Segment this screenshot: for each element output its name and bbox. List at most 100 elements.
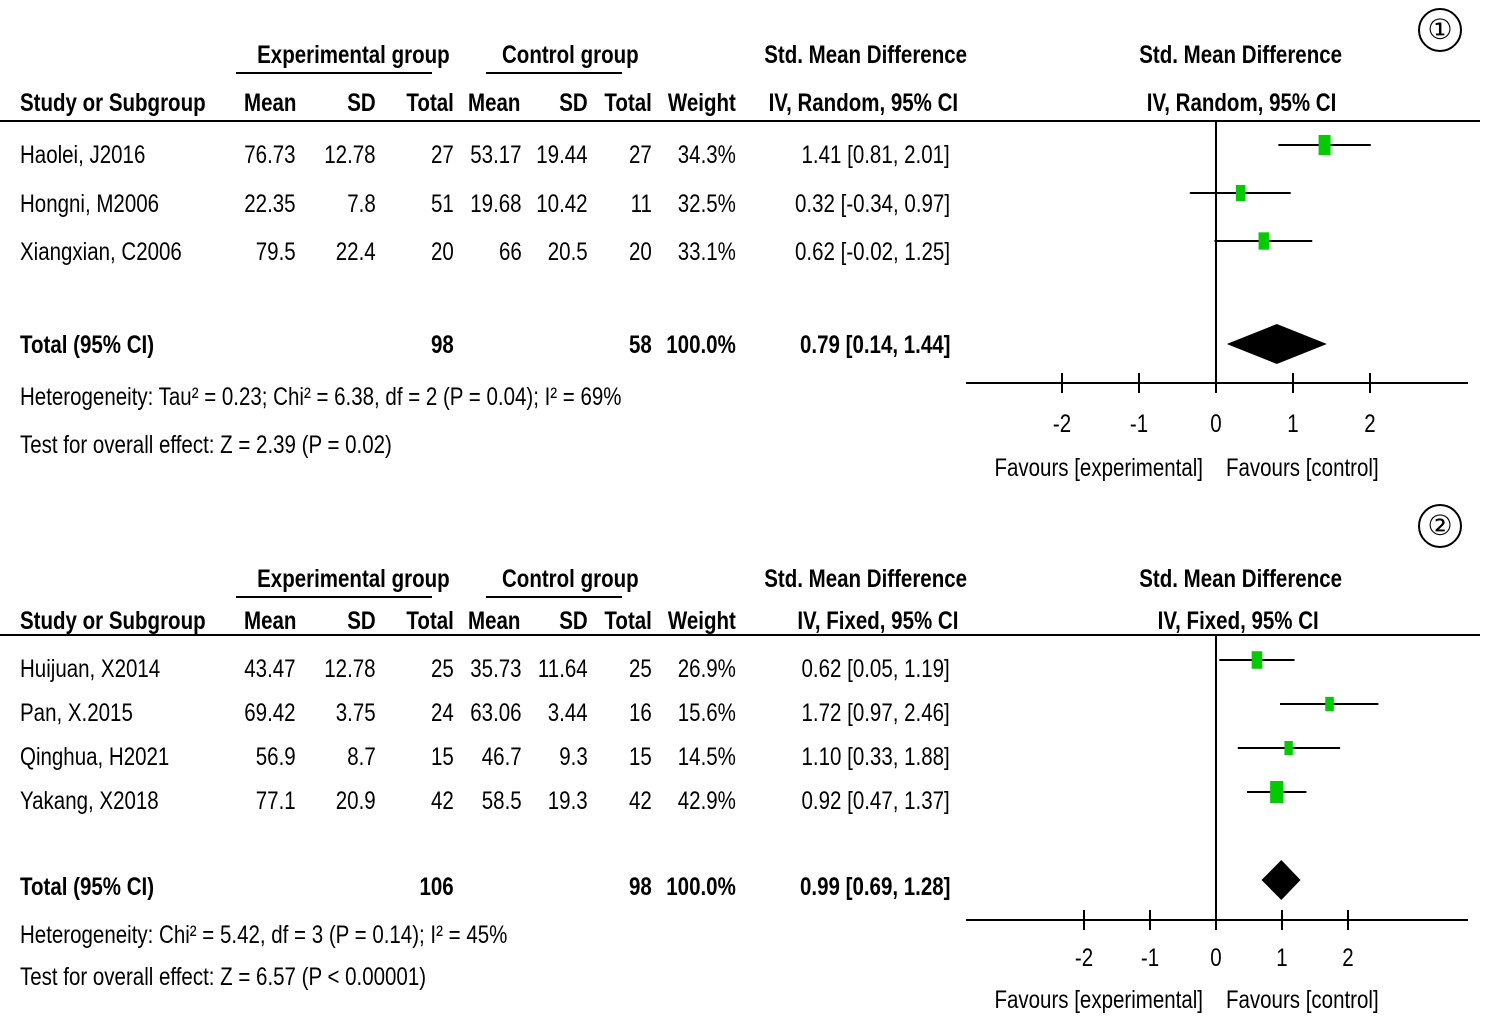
exp-sd: 3.75	[336, 699, 376, 727]
total-ctl: 98	[629, 873, 652, 901]
control-group-header: Control group	[501, 565, 639, 593]
exp-mean: 56.9	[256, 743, 296, 771]
study-name: Haolei, J2016	[20, 141, 146, 169]
plot-group-header: Std. Mean Difference	[1139, 565, 1343, 593]
x-tick-label: -1	[1130, 409, 1148, 437]
total-ci-value: 0.99 [0.69, 1.28]	[799, 873, 950, 901]
column-header-weight: Weight	[668, 89, 736, 117]
weight: 14.5%	[677, 743, 736, 771]
forest-plot-1: -2 -1 0 1 2 Favours [experimental] Favours [co…	[966, 120, 1468, 481]
column-header-weight: Weight	[668, 607, 736, 635]
ctl-mean: 58.5	[482, 787, 522, 815]
effect-size-marker	[1258, 232, 1269, 250]
weight: 26.9%	[677, 655, 736, 683]
total-exp: 106	[419, 873, 454, 901]
ctl-total: 16	[629, 699, 652, 727]
column-header-ctl-sd: SD	[559, 607, 588, 635]
experimental-group-header: Experimental group	[257, 41, 450, 69]
exp-mean: 22.35	[244, 190, 296, 218]
ctl-total: 15	[629, 743, 652, 771]
exp-mean: 79.5	[256, 238, 296, 266]
exp-sd: 8.7	[347, 743, 376, 771]
exp-total: 20	[431, 238, 454, 266]
exp-sd: 12.78	[324, 655, 376, 683]
study-name: Xiangxian, C2006	[20, 238, 182, 266]
column-header-study: Study or Subgroup	[20, 607, 206, 635]
study-name: Hongni, M2006	[20, 190, 160, 218]
exp-total: 51	[431, 190, 454, 218]
x-tick-label: -2	[1053, 409, 1071, 437]
ci-value: 0.62 [-0.02, 1.25]	[794, 238, 950, 266]
weight: 15.6%	[677, 699, 736, 727]
ci-value: 1.72 [0.97, 2.46]	[801, 699, 950, 727]
total-label: Total (95% CI)	[20, 873, 155, 901]
effect-size-marker	[1318, 135, 1331, 155]
ctl-total: 20	[629, 238, 652, 266]
total-weight: 100.0%	[666, 331, 736, 359]
total-exp: 98	[431, 331, 454, 359]
control-group-header: Control group	[501, 41, 639, 69]
column-header-study: Study or Subgroup	[20, 89, 206, 117]
total-ci-value: 0.79 [0.14, 1.44]	[799, 331, 950, 359]
favours-control-label: Favours [control]	[1226, 453, 1379, 481]
column-header-ctl-total: Total	[604, 89, 652, 117]
column-header-exp-total: Total	[406, 607, 454, 635]
exp-total: 27	[431, 141, 454, 169]
exp-sd: 22.4	[336, 238, 376, 266]
ci-value: 0.32 [-0.34, 0.97]	[794, 190, 950, 218]
pooled-effect-diamond	[1261, 860, 1301, 900]
ci-value: 1.10 [0.33, 1.88]	[801, 743, 950, 771]
favours-control-label: Favours [control]	[1226, 985, 1379, 1013]
column-header-exp-mean: Mean	[244, 89, 297, 117]
panel-number-badge: ②	[1418, 504, 1462, 548]
x-tick-label: 0	[1210, 943, 1221, 971]
effect-size-marker	[1284, 741, 1293, 755]
column-header-exp-sd: SD	[347, 607, 376, 635]
column-header-ci: IV, Random, 95% CI	[768, 89, 958, 117]
x-tick-label: 2	[1342, 943, 1353, 971]
ctl-mean: 19.68	[470, 190, 522, 218]
ctl-mean: 63.06	[470, 699, 522, 727]
favours-experimental-label: Favours [experimental]	[994, 985, 1203, 1013]
study-name: Huijuan, X2014	[20, 655, 161, 683]
plot-group-header: Std. Mean Difference	[1139, 41, 1343, 69]
total-ctl: 58	[629, 331, 652, 359]
exp-mean: 69.42	[244, 699, 296, 727]
exp-mean: 43.47	[244, 655, 296, 683]
column-header-exp-mean: Mean	[244, 607, 297, 635]
ctl-total: 11	[630, 190, 652, 218]
exp-sd: 20.9	[336, 787, 376, 815]
experimental-header-underline	[236, 596, 432, 598]
experimental-header-underline	[236, 72, 432, 74]
ctl-sd: 3.44	[548, 699, 588, 727]
column-header-plot: IV, Random, 95% CI	[1146, 89, 1337, 117]
column-header-ctl-total: Total	[604, 607, 652, 635]
exp-mean: 77.1	[256, 787, 296, 815]
total-label: Total (95% CI)	[20, 331, 155, 359]
effect-size-marker	[1270, 781, 1284, 803]
weight: 42.9%	[677, 787, 736, 815]
effect-size-marker	[1235, 185, 1246, 201]
control-header-underline	[486, 72, 622, 74]
x-tick-label: 0	[1210, 409, 1221, 437]
effect-size-marker	[1325, 696, 1334, 712]
exp-total: 25	[431, 655, 454, 683]
ci-value: 0.92 [0.47, 1.37]	[801, 787, 950, 815]
weight: 33.1%	[677, 238, 736, 266]
x-tick-label: 1	[1287, 409, 1298, 437]
heterogeneity-text: Heterogeneity: Chi² = 5.42, df = 3 (P = …	[20, 921, 508, 949]
effect-group-header: Std. Mean Difference	[764, 41, 968, 69]
column-header-ctl-mean: Mean	[468, 89, 521, 117]
weight: 32.5%	[677, 190, 736, 218]
ctl-sd: 19.44	[536, 141, 588, 169]
effect-size-marker	[1251, 651, 1263, 669]
ci-value: 0.62 [0.05, 1.19]	[801, 655, 950, 683]
ctl-sd: 20.5	[548, 238, 588, 266]
forest-plot-panel-1: ① Experimental group Control group Std. …	[0, 0, 1492, 500]
ctl-total: 42	[629, 787, 652, 815]
study-name: Yakang, X2018	[20, 787, 159, 815]
panel-number-badge: ①	[1418, 8, 1462, 52]
exp-total: 15	[431, 743, 454, 771]
exp-sd: 7.8	[347, 190, 376, 218]
ctl-mean: 46.7	[482, 743, 522, 771]
